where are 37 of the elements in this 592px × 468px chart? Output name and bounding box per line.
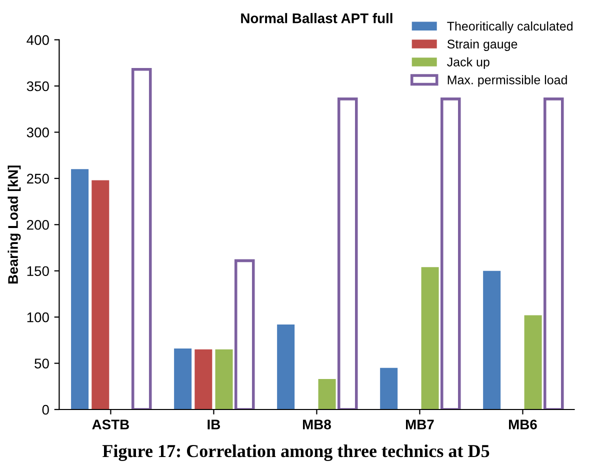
legend-label: Strain gauge — [447, 39, 518, 52]
bar — [524, 315, 542, 410]
y-tick-label: 200 — [27, 220, 49, 230]
bar — [318, 379, 336, 410]
bar — [215, 349, 233, 410]
bar — [194, 349, 212, 410]
y-tick-label: 250 — [27, 174, 49, 184]
bar — [483, 270, 501, 410]
y-tick-label: 150 — [27, 266, 49, 276]
x-tick-label: IB — [208, 420, 220, 430]
y-tick-label: 350 — [26, 81, 49, 92]
bar — [421, 267, 439, 410]
y-tick-label: 300 — [26, 128, 49, 138]
y-tick-label: 50 — [34, 358, 49, 368]
x-tick-label: ASTB — [92, 420, 129, 430]
caption: Figure 17: Correlation among three technics at D5 — [102, 444, 490, 461]
bar — [234, 259, 255, 410]
chart-title: Normal Ballast APT full — [241, 13, 392, 24]
legend-label: Theoritically calculated — [447, 21, 572, 34]
bar — [174, 348, 192, 410]
x-tick-label: MB8 — [302, 420, 331, 430]
legend-label: Max. permissible load — [448, 75, 567, 87]
legend-label: Jack up — [447, 57, 490, 69]
y-tick-label: 400 — [26, 35, 49, 45]
x-tick-label: MB6 — [509, 420, 537, 430]
bar — [71, 169, 89, 410]
bar — [380, 368, 398, 410]
y-tick-label: 100 — [27, 312, 49, 322]
bar — [440, 98, 461, 410]
bar — [92, 180, 110, 410]
bar — [337, 98, 358, 410]
bar — [543, 98, 564, 410]
y-tick-label: 0 — [42, 404, 49, 415]
y-axis-title: Bearing Load [kN] — [8, 166, 21, 284]
bar — [277, 324, 295, 410]
x-tick-label: MB7 — [406, 420, 434, 430]
bar — [131, 68, 152, 410]
